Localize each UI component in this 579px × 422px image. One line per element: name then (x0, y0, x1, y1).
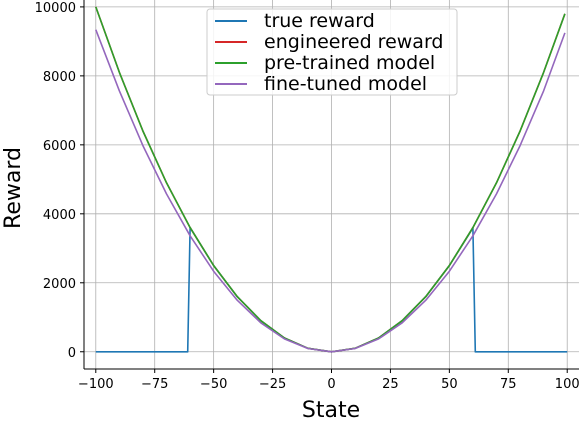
x-axis-title: State (302, 398, 360, 422)
series-line-fine-tuned-model (95, 29, 566, 353)
y-tick-label: 8000 (43, 70, 76, 85)
x-tick-label: 0 (327, 377, 335, 392)
x-tick-label: −100 (78, 377, 114, 392)
legend-entry: fine-tuned model (264, 73, 427, 95)
legend-entry: engineered reward (264, 31, 443, 53)
x-tick-label: 50 (441, 377, 458, 392)
axes (80, 0, 579, 373)
y-tick-label: 10000 (35, 1, 76, 16)
y-tick-label: 6000 (43, 139, 76, 154)
x-tick-label: 25 (382, 377, 399, 392)
y-axis-title: Reward (1, 147, 26, 229)
x-tick-label: 100 (555, 377, 579, 392)
y-tick-label: 4000 (43, 208, 76, 223)
legend-entry: true reward (264, 10, 375, 32)
x-tick-label: −50 (200, 377, 227, 392)
x-tick-label: −25 (259, 377, 286, 392)
x-tick-label: −75 (141, 377, 168, 392)
x-tick-label: 75 (500, 377, 517, 392)
tick-labels: −100 −75 −50 −25 0 25 50 75 100 0 2000 4000 6000 8000… (35, 1, 579, 392)
y-tick-label: 0 (68, 346, 76, 361)
legend-entry: pre-trained model (264, 52, 435, 74)
y-tick-label: 2000 (43, 277, 76, 292)
series-lines (95, 6, 568, 353)
legend-box (206, 8, 458, 96)
